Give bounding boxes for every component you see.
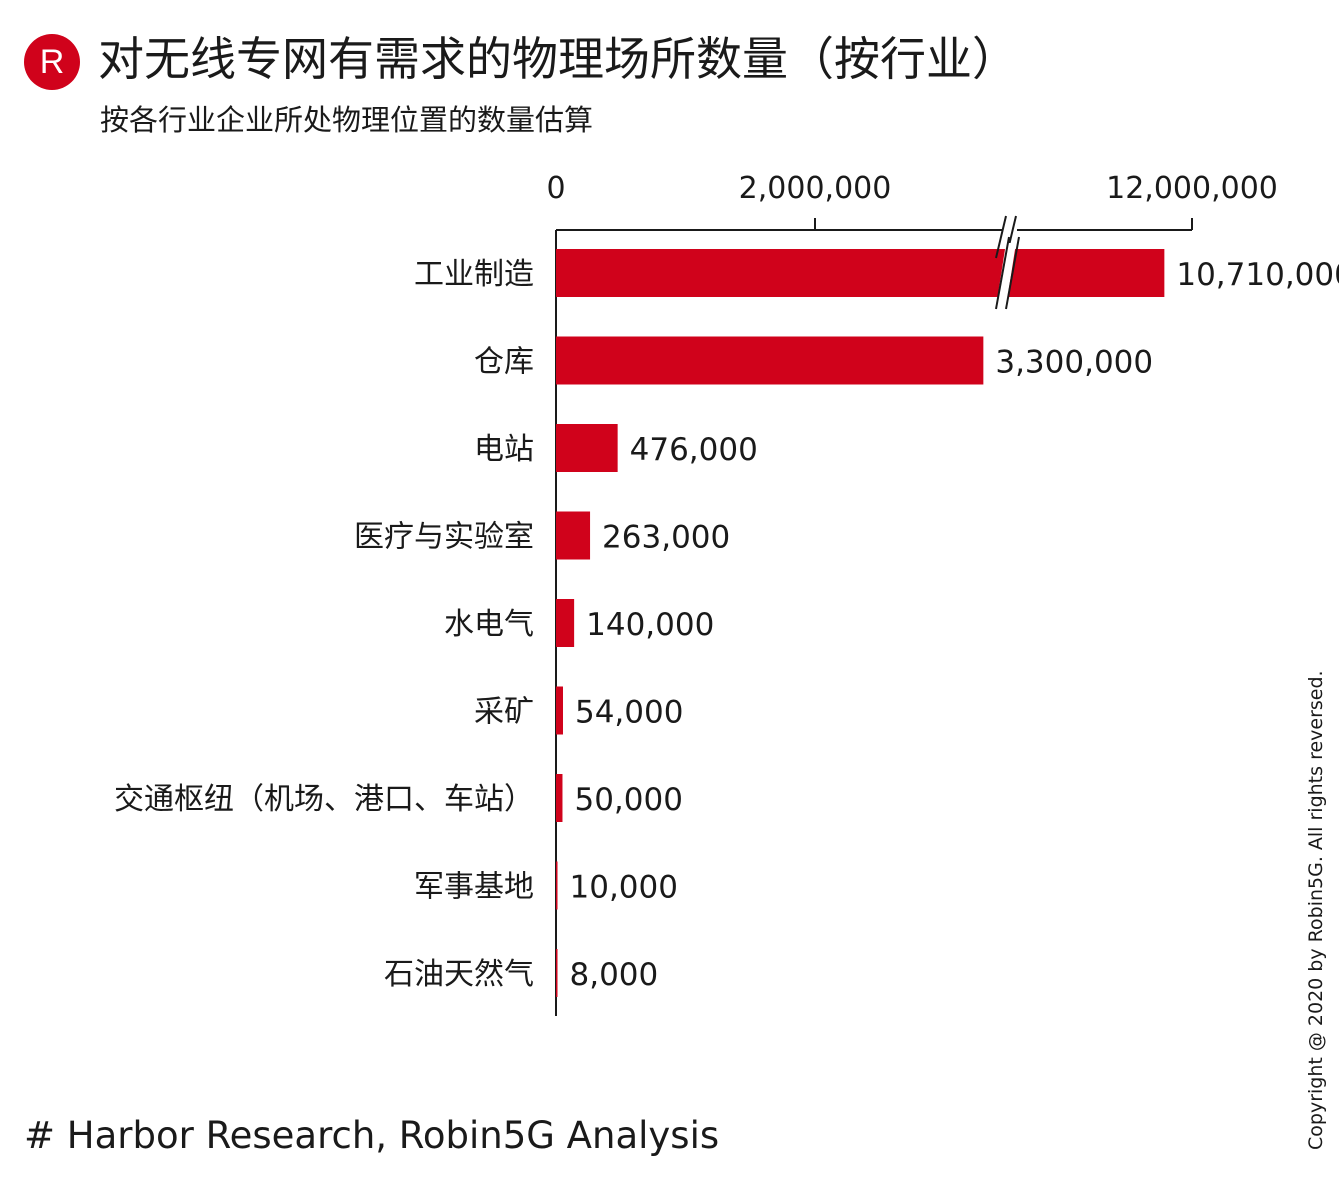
category-label: 电站 xyxy=(474,432,534,467)
source-note: # Harbor Research, Robin5G Analysis xyxy=(24,1114,720,1157)
category-label: 交通枢纽（机场、港口、车站） xyxy=(114,782,534,817)
chart-subtitle: 按各行业企业所处物理位置的数量估算 xyxy=(100,103,594,137)
bar xyxy=(556,249,1165,297)
value-label: 3,300,000 xyxy=(995,345,1153,381)
bar-break-gap xyxy=(996,243,1016,307)
value-label: 8,000 xyxy=(570,957,659,993)
value-label: 476,000 xyxy=(630,432,758,468)
axis-break-mark xyxy=(995,215,1007,259)
value-label: 54,000 xyxy=(575,695,683,731)
bar xyxy=(556,511,591,560)
value-label: 263,000 xyxy=(602,520,730,556)
x-tick-label: 2,000,000 xyxy=(739,171,892,206)
bar-break-mark xyxy=(1005,236,1020,310)
bar xyxy=(556,774,563,822)
bar-chart: 0 2,000,000 12,000,000 工业制造 10,710,000 仓库 3,30… xyxy=(114,171,1339,1016)
category-label: 水电气 xyxy=(444,607,534,642)
category-label: 医疗与实验室 xyxy=(354,520,534,555)
category-label: 石油天然气 xyxy=(384,957,534,992)
x-tick-label: 0 xyxy=(546,171,565,206)
category-label: 军事基地 xyxy=(414,870,534,905)
bar-break-mark xyxy=(995,236,1010,310)
value-label: 140,000 xyxy=(586,607,714,643)
chart-title: 对无线专网有需求的物理场所数量（按行业） xyxy=(98,32,1018,86)
value-label: 10,000 xyxy=(570,870,678,906)
bar xyxy=(556,424,618,472)
bar xyxy=(556,949,558,997)
value-label: 10,710,000 xyxy=(1176,257,1339,293)
copyright-note: Copyright @ 2020 by Robin5G. All rights … xyxy=(1305,670,1327,1150)
robin5g-logo: R xyxy=(24,34,80,90)
category-label: 采矿 xyxy=(474,695,534,730)
category-label: 仓库 xyxy=(474,345,534,380)
bar xyxy=(556,336,984,385)
value-label: 50,000 xyxy=(574,782,682,818)
bar xyxy=(556,686,563,735)
category-label: 工业制造 xyxy=(414,257,534,292)
bar xyxy=(556,861,558,910)
x-tick-label: 12,000,000 xyxy=(1106,171,1278,206)
bar xyxy=(556,599,575,647)
